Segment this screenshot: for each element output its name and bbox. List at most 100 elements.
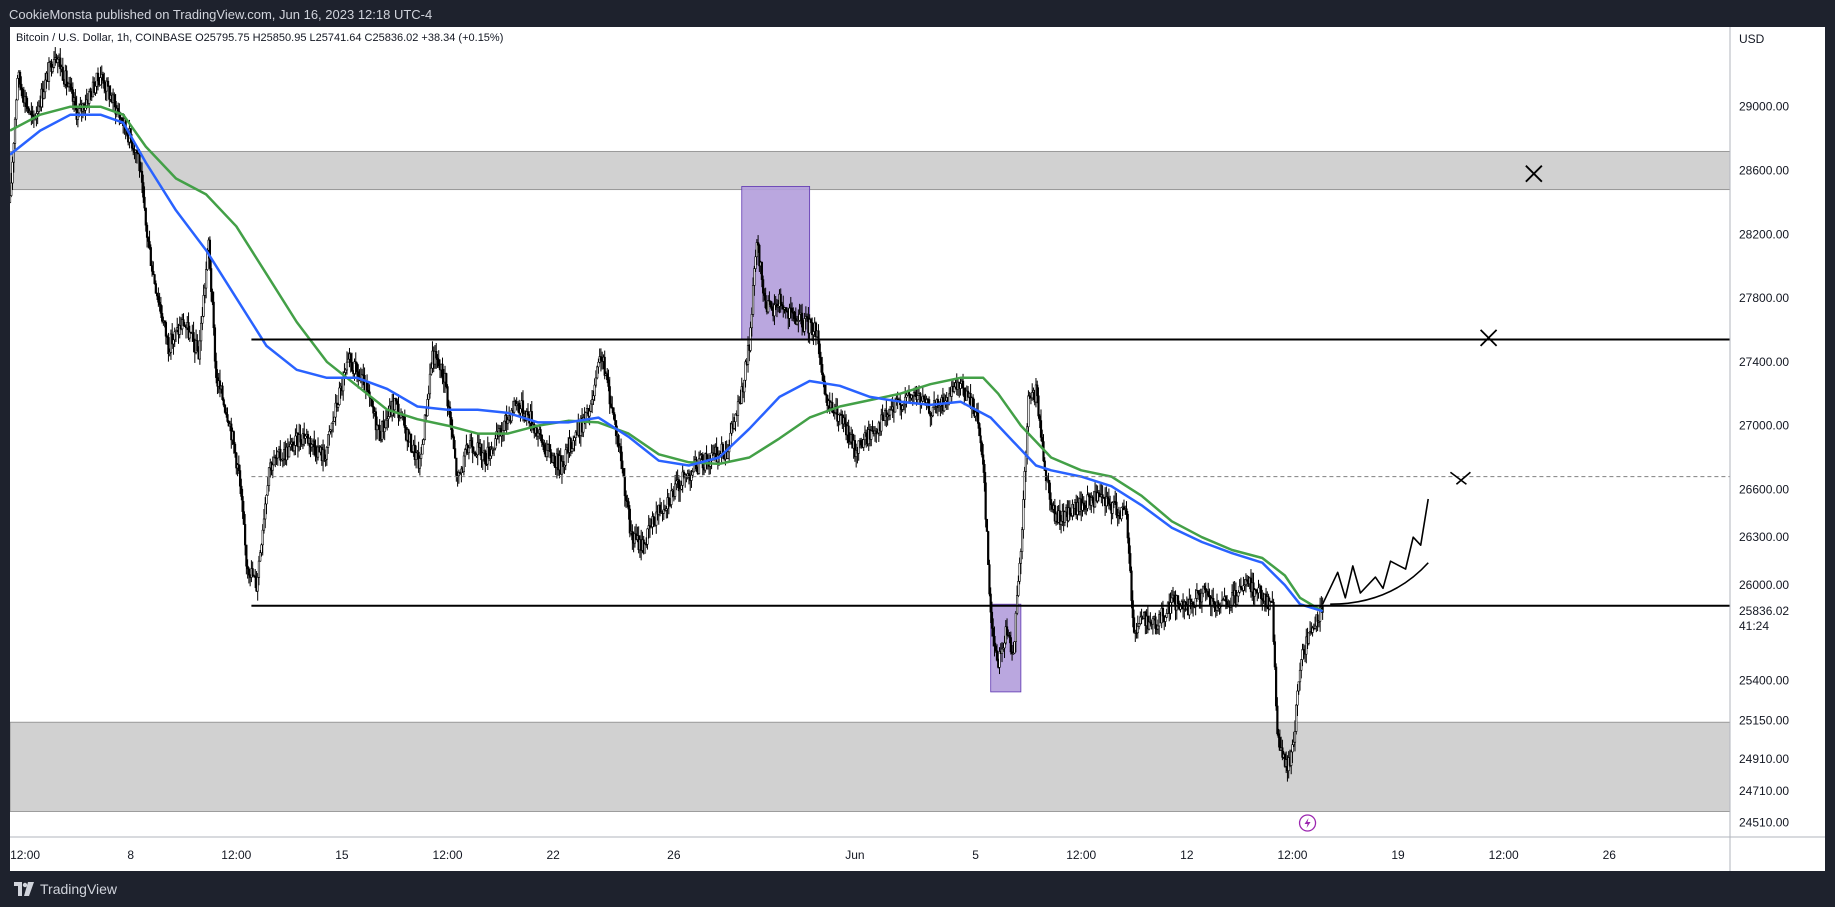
candle [916, 386, 919, 404]
candle [1017, 575, 1020, 598]
candle-body [710, 452, 713, 462]
candle-body [1129, 553, 1132, 572]
candle-body [1036, 384, 1039, 397]
candle [210, 258, 213, 302]
candle-body [384, 419, 388, 429]
candle-body [1295, 704, 1298, 732]
candle-body [420, 453, 423, 459]
candle [1139, 611, 1142, 626]
candle-body [106, 80, 110, 87]
candle [1276, 697, 1279, 736]
candle [1115, 492, 1118, 519]
candle [164, 320, 168, 345]
candle [836, 398, 839, 427]
candle-body [247, 568, 250, 576]
candle-body [553, 455, 556, 467]
candle [226, 407, 229, 423]
candle-body [1319, 606, 1322, 622]
candle [674, 474, 677, 500]
candle-body [994, 645, 997, 652]
candle [428, 363, 432, 399]
candle [213, 324, 217, 369]
candle [1291, 739, 1294, 763]
tradingview-logo[interactable]: TradingView [14, 881, 117, 897]
candle [144, 207, 147, 232]
candle [750, 307, 753, 337]
candle-body [16, 78, 19, 101]
candle-body [624, 495, 628, 501]
candle [1275, 663, 1278, 711]
price-chart[interactable]: Bitcoin / U.S. Dollar, 1h, COINBASE O257… [10, 27, 1825, 871]
candle-body [1137, 623, 1141, 627]
candle [993, 626, 996, 657]
candle [1210, 589, 1214, 617]
time-tick-label: 19 [1391, 848, 1405, 862]
candle-body [764, 295, 767, 309]
candle [476, 432, 479, 466]
candle-body [212, 301, 215, 329]
candle-body [798, 314, 801, 321]
candle-body [202, 295, 205, 317]
candle-body [680, 485, 683, 490]
candle-body [342, 376, 345, 392]
candle [238, 464, 242, 495]
price-tick-label: 28600.00 [1739, 164, 1789, 178]
candle-body [10, 195, 12, 203]
candle [445, 372, 448, 389]
candle-body [153, 274, 156, 284]
candle-body [396, 400, 399, 405]
candle [1022, 490, 1025, 539]
candle [984, 472, 987, 528]
candle-body [548, 444, 551, 450]
candle-body [536, 432, 540, 437]
candle [885, 400, 888, 428]
candle [167, 332, 170, 362]
candle [1316, 611, 1319, 632]
candle-body [418, 458, 421, 469]
candle-body [977, 412, 980, 424]
candle [767, 295, 770, 314]
candle-countdown-label: 41:24 [1739, 619, 1769, 633]
candle-body [622, 468, 625, 478]
candle-body [1272, 602, 1275, 642]
candle-body [961, 380, 965, 389]
candle [814, 321, 818, 346]
candle-body [397, 403, 400, 419]
candle [881, 404, 884, 422]
candle-body [445, 373, 448, 387]
candle [420, 446, 423, 467]
candle-body [808, 319, 811, 334]
candle-body [905, 394, 908, 398]
candle [422, 438, 425, 445]
candle-body [355, 363, 359, 373]
candle-body [238, 470, 242, 487]
candle [853, 434, 857, 462]
price-axis-currency: USD [1739, 32, 1765, 46]
candle-body [1000, 648, 1004, 654]
candle-body [1290, 751, 1293, 766]
candle-body [758, 244, 761, 267]
candle-body [494, 438, 497, 449]
candle-body [570, 448, 574, 452]
candle-body [646, 528, 649, 545]
time-tick-label: 22 [546, 848, 560, 862]
candle-body [1049, 499, 1053, 506]
candle [1252, 572, 1255, 605]
candle-body [293, 444, 296, 452]
candle-body [843, 417, 846, 425]
candle-body [42, 91, 46, 99]
candle [655, 501, 658, 534]
candle [233, 441, 237, 458]
candle [265, 494, 268, 515]
candle-body [608, 386, 611, 405]
candle [259, 549, 262, 562]
price-tick-label: 26000.00 [1739, 578, 1789, 592]
candle-body [690, 474, 693, 481]
candle-body [59, 57, 62, 70]
candle-body [421, 444, 424, 455]
candle [562, 455, 565, 474]
candle [452, 434, 455, 450]
candle-body [44, 79, 47, 93]
candle [149, 244, 152, 267]
candle-body [744, 361, 747, 381]
